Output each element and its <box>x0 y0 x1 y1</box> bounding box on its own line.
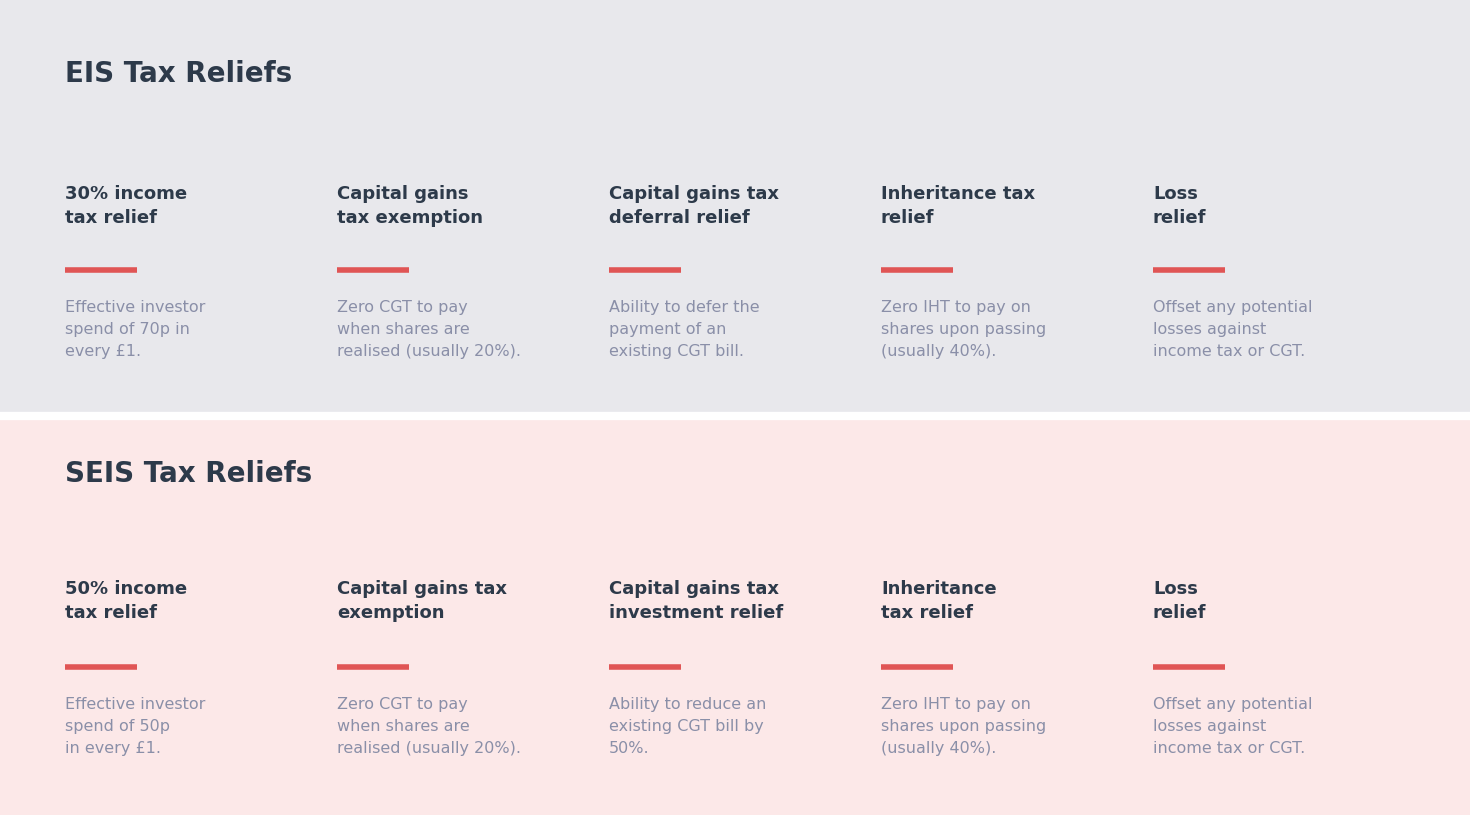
Text: Loss
relief: Loss relief <box>1152 580 1207 623</box>
Text: Ability to defer the
payment of an
existing CGT bill.: Ability to defer the payment of an exist… <box>609 300 760 359</box>
Text: EIS Tax Reliefs: EIS Tax Reliefs <box>65 60 293 88</box>
Text: Zero IHT to pay on
shares upon passing
(usually 40%).: Zero IHT to pay on shares upon passing (… <box>881 697 1047 756</box>
Text: Zero IHT to pay on
shares upon passing
(usually 40%).: Zero IHT to pay on shares upon passing (… <box>881 300 1047 359</box>
Text: Loss
relief: Loss relief <box>1152 185 1207 227</box>
Text: 30% income
tax relief: 30% income tax relief <box>65 185 187 227</box>
Text: Zero CGT to pay
when shares are
realised (usually 20%).: Zero CGT to pay when shares are realised… <box>337 697 520 756</box>
Text: 50% income
tax relief: 50% income tax relief <box>65 580 187 623</box>
Text: Effective investor
spend of 50p
in every £1.: Effective investor spend of 50p in every… <box>65 697 206 756</box>
Text: Ability to reduce an
existing CGT bill by
50%.: Ability to reduce an existing CGT bill b… <box>609 697 766 756</box>
Text: Capital gains tax
investment relief: Capital gains tax investment relief <box>609 580 784 623</box>
Text: Offset any potential
losses against
income tax or CGT.: Offset any potential losses against inco… <box>1152 300 1313 359</box>
Text: Inheritance
tax relief: Inheritance tax relief <box>881 580 997 623</box>
Text: Offset any potential
losses against
income tax or CGT.: Offset any potential losses against inco… <box>1152 697 1313 756</box>
Bar <box>0 416 1470 815</box>
Text: SEIS Tax Reliefs: SEIS Tax Reliefs <box>65 460 312 488</box>
Text: Capital gains
tax exemption: Capital gains tax exemption <box>337 185 484 227</box>
Text: Inheritance tax
relief: Inheritance tax relief <box>881 185 1035 227</box>
Bar <box>0 0 1470 416</box>
Text: Zero CGT to pay
when shares are
realised (usually 20%).: Zero CGT to pay when shares are realised… <box>337 300 520 359</box>
Text: Capital gains tax
deferral relief: Capital gains tax deferral relief <box>609 185 779 227</box>
Text: Capital gains tax
exemption: Capital gains tax exemption <box>337 580 507 623</box>
Text: Effective investor
spend of 70p in
every £1.: Effective investor spend of 70p in every… <box>65 300 206 359</box>
